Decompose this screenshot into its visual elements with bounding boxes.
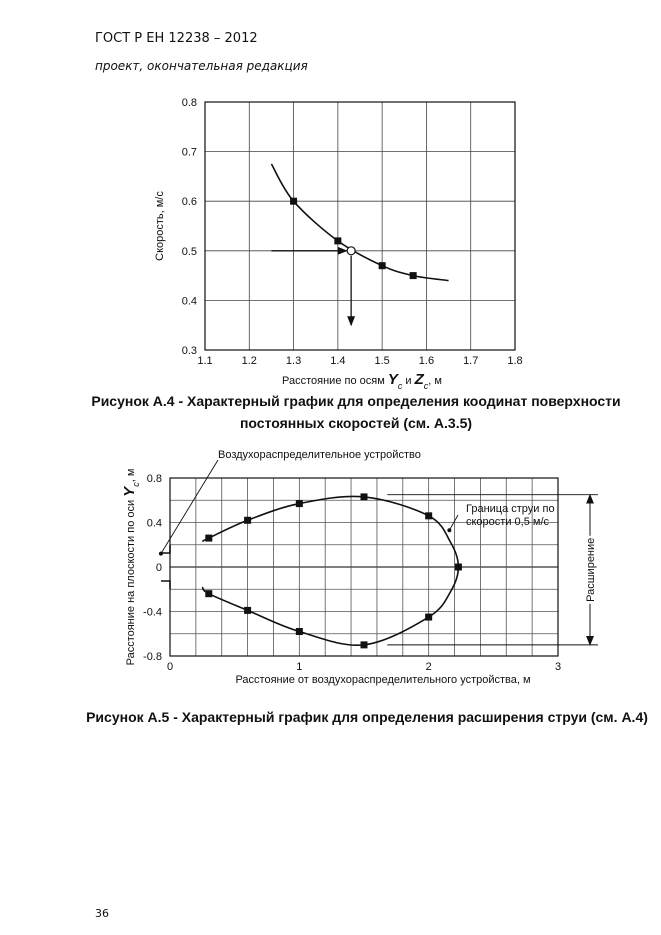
axis-label-part: и (402, 375, 414, 387)
x-tick-label: 2 (426, 661, 432, 673)
annotation-text: Граница струи по (466, 503, 555, 515)
y-tick-label: 0.8 (147, 473, 162, 485)
axis-label-part: Скорость, м/с (154, 191, 166, 261)
axis-label-part: , м (428, 375, 442, 387)
axis-label-part: c (131, 482, 141, 487)
y-tick-label: -0.8 (143, 651, 162, 663)
point-marker (295, 628, 303, 636)
axis-label-part: c (398, 381, 403, 391)
x-tick-label: 1.5 (374, 355, 389, 367)
dimension-label: Расширение (585, 538, 597, 602)
annotation-text: Воздухораспределительное устройство (218, 449, 421, 461)
x-tick-label: 1.6 (419, 355, 434, 367)
y-tick-label: 0 (156, 562, 162, 574)
label-bg (582, 535, 598, 604)
curve (270, 163, 449, 282)
point-marker (244, 516, 252, 524)
y-tick-label: 0.7 (182, 147, 197, 159)
x-tick-label: 1.8 (507, 355, 522, 367)
axis-label-part: Расстояние от воздухораспределительного … (235, 674, 530, 686)
x-tick-label: 1.1 (197, 355, 212, 367)
x-tick-label: 1.4 (330, 355, 345, 367)
point-marker (454, 563, 462, 571)
axis-label: Расстояние на плоскости по оси Yc, м (121, 469, 141, 666)
axis-label-part: , м (125, 469, 137, 483)
y-tick-label: 0.8 (182, 97, 197, 109)
axis-label-part: Расстояние на плоскости по оси (125, 497, 137, 666)
annotation-text: скорости 0,5 м/с (466, 516, 549, 528)
axis-label-part: Z (414, 371, 425, 388)
leader-line (160, 459, 219, 554)
y-tick-label: -0.4 (143, 607, 162, 619)
point-marker (378, 262, 386, 270)
axis-label-part: Расстояние по осям (282, 375, 388, 387)
curve (201, 495, 460, 647)
x-tick-label: 3 (555, 661, 561, 673)
point-marker (360, 493, 368, 501)
x-tick-label: 1.3 (286, 355, 301, 367)
axis-label-part: Y (388, 371, 400, 388)
axis-label-part: c (424, 381, 429, 391)
point-marker (290, 197, 298, 205)
point-marker (295, 500, 303, 508)
axis-label-part: Y (121, 485, 138, 497)
page-number: 36 (95, 907, 109, 920)
y-tick-label: 0.5 (182, 246, 197, 258)
point-marker (360, 641, 368, 649)
leader-line (448, 514, 459, 531)
axis-label: Расстояние по осям Yc и Zc, м (282, 371, 442, 391)
figure-caption: постоянных скоростей (см. А.3.5) (240, 415, 472, 431)
doc-title: ГОСТ Р ЕН 12238 – 2012 (95, 31, 258, 46)
x-tick-label: 0 (167, 661, 173, 673)
y-tick-label: 0.6 (182, 196, 197, 208)
plot-frame (204, 101, 516, 351)
doc-subtitle: проект, окончательная редакция (95, 59, 308, 73)
device (161, 545, 171, 589)
y-tick-label: 0.4 (182, 295, 197, 307)
figure-caption: Рисунок А.4 - Характерный график для опр… (91, 393, 620, 409)
point-marker (425, 512, 433, 520)
y-tick-label: 0.3 (182, 345, 197, 357)
figure-caption: Рисунок А.5 - Характерный график для опр… (86, 709, 648, 725)
axis-label: Расстояние от воздухораспределительного … (235, 674, 530, 686)
x-tick-label: 1.7 (463, 355, 478, 367)
point-marker (205, 590, 213, 598)
x-tick-label: 1 (296, 661, 302, 673)
point-marker (205, 534, 213, 542)
axis-label: Скорость, м/с (154, 191, 166, 261)
point-marker (334, 237, 342, 245)
x-tick-label: 1.2 (242, 355, 257, 367)
y-tick-label: 0.4 (147, 518, 162, 530)
point-marker (425, 613, 433, 621)
point-marker (244, 606, 252, 614)
point-marker (346, 246, 356, 256)
plot-frame (169, 477, 559, 657)
point-marker (409, 272, 417, 280)
